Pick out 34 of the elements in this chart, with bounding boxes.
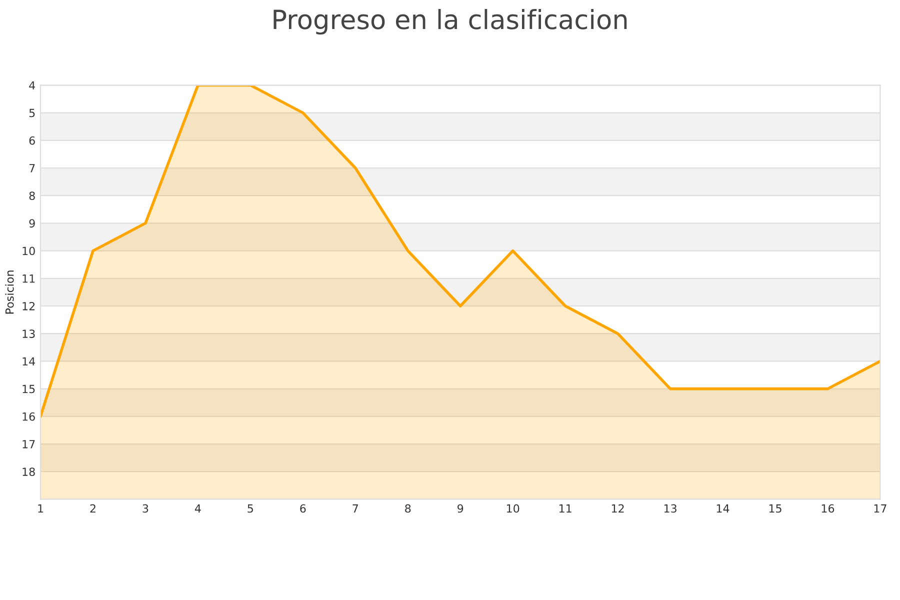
x-tick-label: 15 <box>769 504 782 513</box>
y-tick-label: 6 <box>29 136 35 145</box>
x-tick-label: 14 <box>716 504 730 513</box>
y-axis-title: Posicion <box>5 270 14 314</box>
x-tick-label: 7 <box>352 504 358 513</box>
y-tick-label: 17 <box>22 440 35 448</box>
y-tick-label: 10 <box>22 246 35 256</box>
x-tick-label: 13 <box>664 504 676 513</box>
y-tick-label: 16 <box>22 412 35 421</box>
y-tick-label: 14 <box>22 357 36 366</box>
x-tick-label: 5 <box>248 504 253 513</box>
x-tick-label: 12 <box>612 504 624 513</box>
x-tick-label: 6 <box>300 504 306 513</box>
x-tick-label: 17 <box>874 504 886 513</box>
y-tick-label: 7 <box>29 164 35 172</box>
y-tick-label: 9 <box>29 219 35 228</box>
y-tick-label: 11 <box>22 274 35 283</box>
y-tick-label: 18 <box>22 468 35 476</box>
x-tick-label: 10 <box>506 504 520 513</box>
x-tick-label: 1 <box>38 504 44 513</box>
y-tick-label: 5 <box>29 108 35 118</box>
y-tick-label: 4 <box>29 81 36 90</box>
chart-title: Progreso en la clasificacion <box>274 9 627 35</box>
x-tick-label: 11 <box>559 504 572 513</box>
x-tick-label: 4 <box>194 504 201 513</box>
y-tick-label: 15 <box>22 384 35 394</box>
y-tick-label: 13 <box>22 330 35 338</box>
x-tick-label: 3 <box>142 504 148 513</box>
y-tick-label: 12 <box>22 302 35 310</box>
x-tick-label: 9 <box>458 504 464 513</box>
x-tick-label: 16 <box>822 504 834 513</box>
x-tick-label: 8 <box>405 504 411 513</box>
x-tick-label: 2 <box>90 504 96 513</box>
y-tick-label: 8 <box>29 192 35 200</box>
